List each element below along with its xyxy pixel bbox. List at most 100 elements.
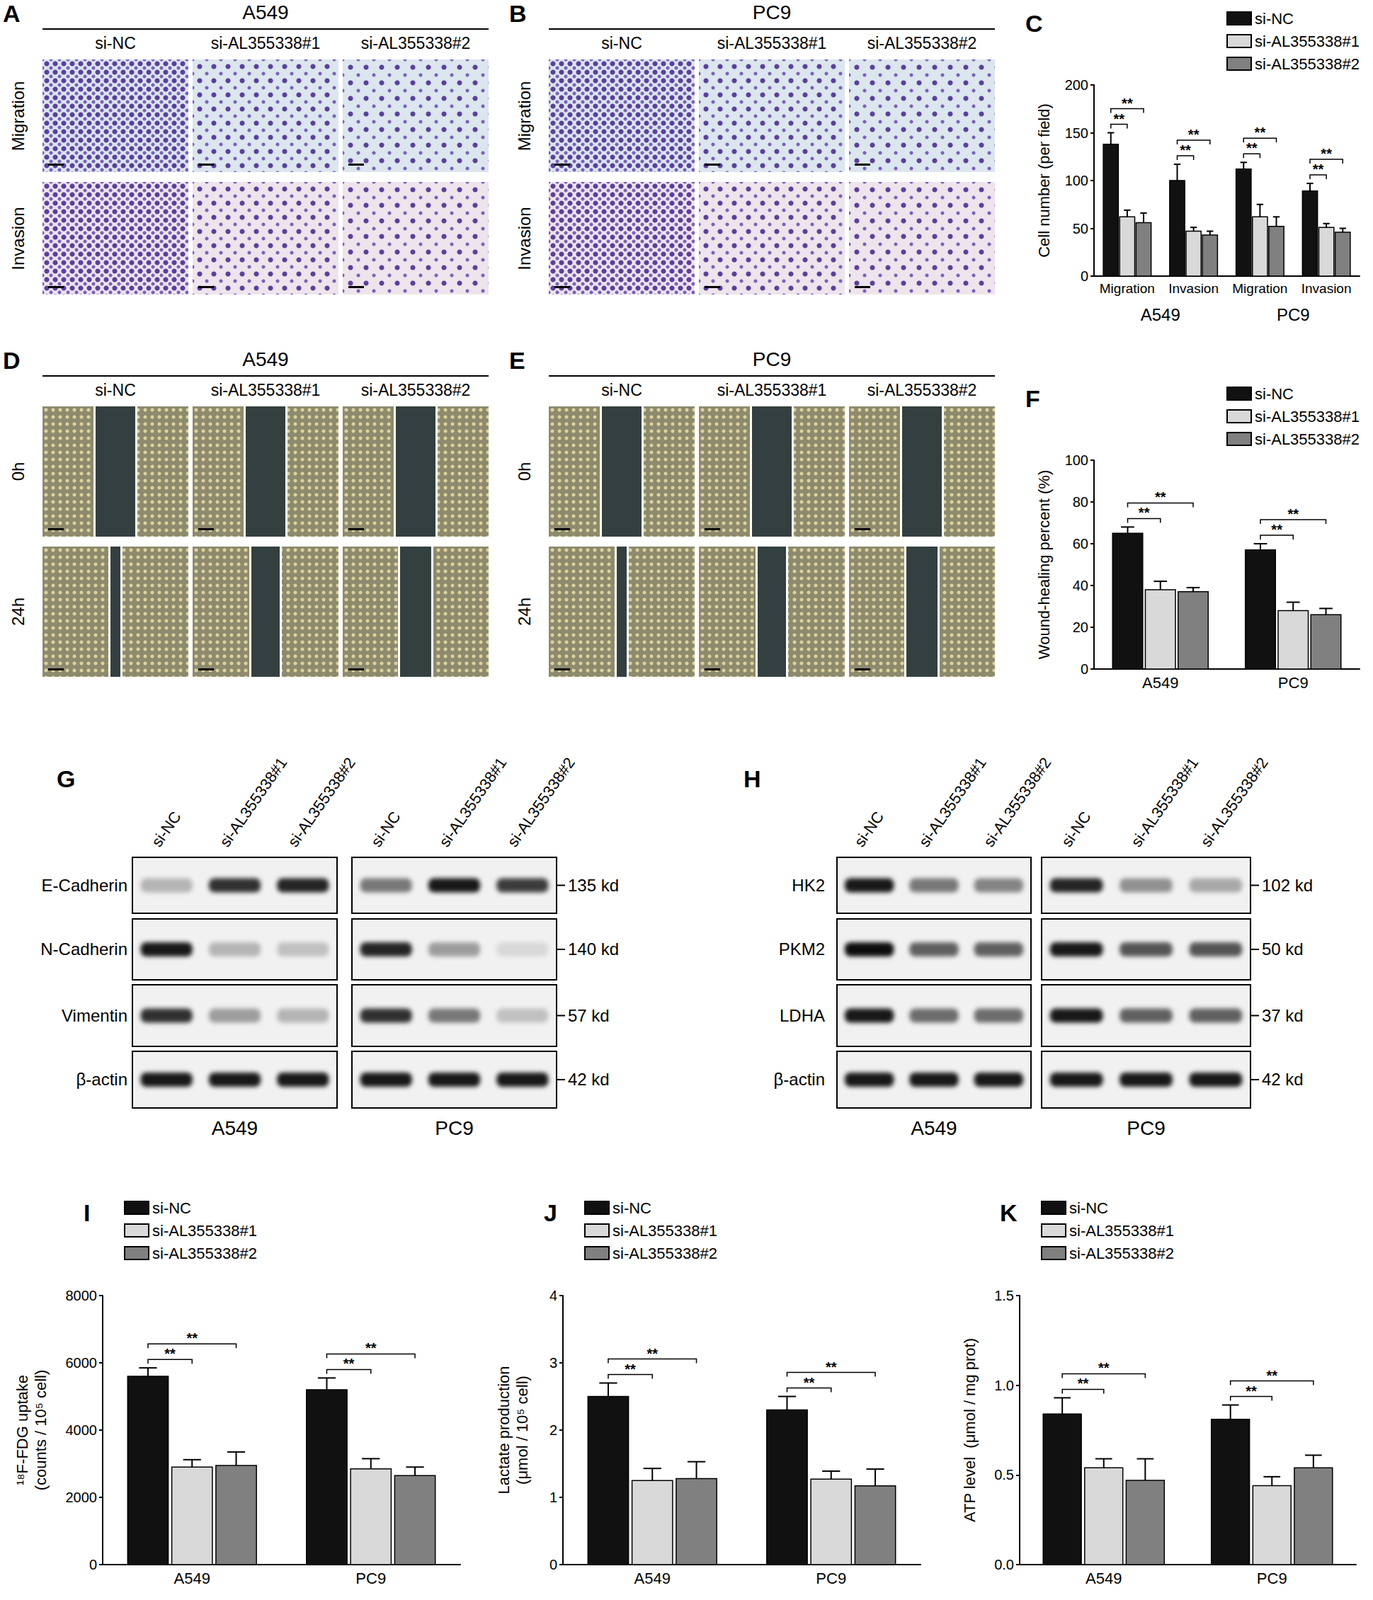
svg-text:102 kd: 102 kd [1261,875,1313,896]
svg-text:si-NC: si-NC [612,1199,652,1218]
svg-text:PC9: PC9 [1256,1569,1288,1588]
svg-text:**: ** [1266,1368,1278,1384]
svg-text:ATP level (μmol / mg prot): ATP level (μmol / mg prot) [960,1338,979,1523]
svg-text:**: ** [1113,111,1126,127]
svg-text:H: H [743,765,762,793]
svg-text:**: ** [186,1330,198,1347]
svg-text:A549: A549 [634,1569,671,1588]
svg-text:si-AL355338#1: si-AL355338#1 [915,754,990,851]
svg-text:**: ** [1077,1375,1090,1392]
svg-text:2: 2 [549,1422,558,1439]
svg-text:50 kd: 50 kd [1261,939,1304,959]
svg-text:37 kd: 37 kd [1261,1006,1304,1026]
svg-text:0: 0 [89,1557,98,1573]
svg-text:8000: 8000 [65,1288,98,1304]
svg-text:si-AL355338#2: si-AL355338#2 [503,754,578,851]
svg-text:1.5: 1.5 [994,1288,1014,1304]
svg-text:si-AL355338#2: si-AL355338#2 [1254,55,1360,73]
svg-text:57 kd: 57 kd [567,1006,610,1026]
svg-text:Invasion: Invasion [1301,281,1352,296]
svg-text:**: ** [1312,161,1325,178]
svg-text:si-AL355338#1: si-AL355338#1 [435,754,510,851]
svg-text:100: 100 [1064,172,1089,189]
svg-text:60: 60 [1072,536,1089,552]
svg-text:4: 4 [549,1288,558,1304]
svg-text:si-NC: si-NC [1254,9,1294,28]
svg-text:si-NC: si-NC [152,1199,192,1218]
svg-text:si-AL355338#2: si-AL355338#2 [1254,430,1360,449]
svg-text:PC9: PC9 [1278,674,1309,692]
svg-text:si-AL355338#1: si-AL355338#1 [215,754,291,851]
svg-text:Vimentin: Vimentin [61,1006,128,1026]
svg-text:100: 100 [1064,452,1089,469]
svg-text:PC9: PC9 [355,1569,386,1588]
svg-text:6000: 6000 [65,1355,98,1371]
svg-text:**: ** [365,1340,377,1357]
svg-text:**: ** [1320,145,1332,162]
svg-text:**: ** [1098,1360,1110,1376]
svg-text:si-NC: si-NC [147,807,185,850]
svg-text:G: G [56,765,76,793]
svg-text:Wound-healing percent (%): Wound-healing percent (%) [1035,470,1053,660]
svg-text:(counts / 10⁵ cell): (counts / 10⁵ cell) [31,1370,50,1492]
svg-text:PC9: PC9 [434,1117,474,1140]
svg-text:A549: A549 [910,1117,957,1140]
svg-text:si-NC: si-NC [1069,1199,1109,1218]
svg-text:**: ** [1287,506,1299,522]
svg-text:A549: A549 [1142,674,1179,692]
svg-text:**: ** [1188,126,1200,143]
svg-text:**: ** [1271,521,1283,538]
svg-text:Invasion: Invasion [1168,281,1219,296]
svg-text:**: ** [343,1356,355,1372]
svg-text:0.0: 0.0 [994,1557,1014,1573]
svg-text:si-AL355338#1: si-AL355338#1 [1254,32,1360,51]
svg-text:42 kd: 42 kd [567,1069,610,1090]
svg-text:Migration: Migration [1099,281,1155,296]
svg-text:1: 1 [549,1489,558,1506]
svg-text:si-AL355338#1: si-AL355338#1 [152,1222,258,1240]
svg-text:80: 80 [1072,494,1089,510]
svg-text:Cell number (per field): Cell number (per field) [1035,103,1053,258]
svg-text:42 kd: 42 kd [1261,1069,1304,1090]
svg-text:si-NC: si-NC [367,807,405,850]
svg-text:200: 200 [1064,77,1089,93]
svg-text:si-AL355338#2: si-AL355338#2 [612,1244,718,1263]
svg-text:Migration: Migration [1232,281,1288,296]
svg-text:LDHA: LDHA [779,1006,825,1026]
svg-text:si-AL355338#1: si-AL355338#1 [612,1222,718,1240]
svg-text:3: 3 [549,1355,558,1371]
svg-text:**: ** [1254,124,1267,141]
svg-text:**: ** [1245,1383,1257,1400]
svg-text:**: ** [1246,140,1258,156]
svg-text:β-actin: β-actin [773,1069,826,1090]
svg-text:si-AL355338#2: si-AL355338#2 [980,754,1055,851]
svg-text:si-NC: si-NC [1057,807,1095,850]
svg-text:PKM2: PKM2 [778,939,825,959]
svg-text:**: ** [803,1375,816,1391]
svg-text:**: ** [825,1359,837,1376]
svg-text:1.0: 1.0 [994,1377,1014,1394]
svg-text:PC9: PC9 [815,1569,847,1588]
svg-text:A549: A549 [1140,305,1181,325]
svg-text:40: 40 [1072,577,1089,594]
svg-text:2000: 2000 [65,1489,98,1506]
svg-text:HK2: HK2 [791,875,825,896]
svg-text:si-NC: si-NC [1254,385,1294,403]
svg-text:4000: 4000 [65,1422,98,1439]
svg-text:E-Cadherin: E-Cadherin [41,875,128,896]
svg-text:135 kd: 135 kd [567,875,619,896]
svg-text:si-AL355338#2: si-AL355338#2 [1069,1244,1175,1263]
svg-text:A549: A549 [211,1117,258,1140]
svg-text:**: ** [1138,504,1150,521]
svg-text:**: ** [1179,142,1192,158]
svg-text:si-AL355338#2: si-AL355338#2 [1196,754,1272,851]
svg-text:¹⁸F-FDG uptake: ¹⁸F-FDG uptake [13,1375,32,1486]
svg-text:0: 0 [1080,661,1089,677]
svg-text:PC9: PC9 [1126,1117,1165,1140]
svg-text:β-actin: β-actin [76,1069,129,1090]
svg-text:**: ** [164,1346,176,1362]
svg-text:0: 0 [549,1557,558,1573]
svg-text:PC9: PC9 [1276,305,1310,325]
svg-text:**: ** [1154,489,1167,505]
svg-text:**: ** [646,1346,658,1362]
